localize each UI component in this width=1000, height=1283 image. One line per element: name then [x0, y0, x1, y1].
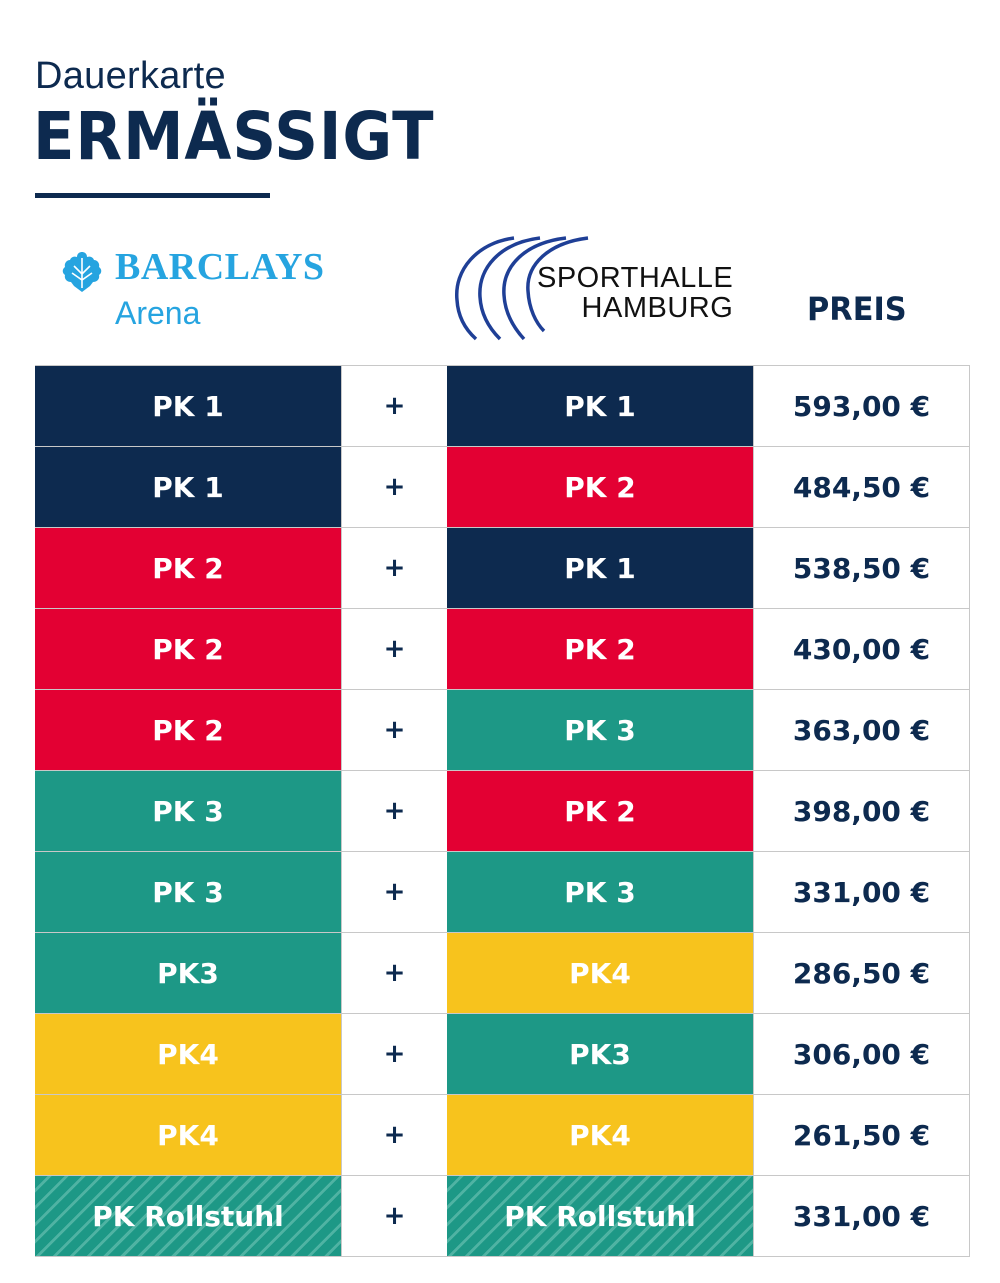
plus-sign: + [341, 690, 447, 770]
arena-category-cell: PK 3 [35, 852, 341, 932]
price-cell: 363,00 € [753, 690, 969, 770]
table-row: PK 3 + PK 2 398,00 € [35, 771, 969, 852]
table-row: PK 3 + PK 3 331,00 € [35, 852, 969, 933]
sporthalle-arcs-icon [455, 236, 589, 341]
price-cell: 331,00 € [753, 852, 969, 932]
barclays-eagle-icon [62, 252, 102, 292]
table-row: PK 2 + PK 1 538,50 € [35, 528, 969, 609]
plus-sign: + [341, 366, 447, 446]
price-cell: 261,50 € [753, 1095, 969, 1175]
sporthalle-category-cell: PK 1 [447, 528, 753, 608]
sporthalle-line2: HAMBURG [581, 292, 734, 324]
sporthalle-category-cell: PK 2 [447, 609, 753, 689]
arena-category-cell: PK3 [35, 933, 341, 1013]
table-row: PK4 + PK3 306,00 € [35, 1014, 969, 1095]
table-row: PK 1 + PK 2 484,50 € [35, 447, 969, 528]
sporthalle-category-cell: PK 2 [447, 447, 753, 527]
price-cell: 306,00 € [753, 1014, 969, 1094]
arena-category-cell: PK Rollstuhl [35, 1176, 341, 1256]
price-cell: 484,50 € [753, 447, 969, 527]
table-row: PK 2 + PK 3 363,00 € [35, 690, 969, 771]
price-cell: 593,00 € [753, 366, 969, 446]
price-cell: 430,00 € [753, 609, 969, 689]
sporthalle-hamburg-logo: SPORTHALLE HAMBURG [452, 235, 752, 345]
sporthalle-category-cell: PK 3 [447, 852, 753, 932]
sporthalle-category-cell: PK 3 [447, 690, 753, 770]
table-row: PK4 + PK4 261,50 € [35, 1095, 969, 1176]
arena-category-cell: PK 2 [35, 528, 341, 608]
price-column-header: PREIS [807, 290, 907, 328]
page-title-small: Dauerkarte [35, 55, 226, 97]
sporthalle-category-cell: PK3 [447, 1014, 753, 1094]
plus-sign: + [341, 609, 447, 689]
plus-sign: + [341, 1095, 447, 1175]
price-table: PK 1 + PK 1 593,00 € PK 1 + PK 2 484,50 € PK 2 + P… [35, 365, 970, 1257]
sporthalle-category-cell: PK4 [447, 933, 753, 1013]
sporthalle-category-cell: PK 1 [447, 366, 753, 446]
title-divider [35, 193, 270, 198]
table-row: PK3 + PK4 286,50 € [35, 933, 969, 1014]
plus-sign: + [341, 933, 447, 1013]
barclays-arena-label: Arena [115, 295, 201, 331]
plus-sign: + [341, 1014, 447, 1094]
table-row: PK 2 + PK 2 430,00 € [35, 609, 969, 690]
arena-category-cell: PK 3 [35, 771, 341, 851]
price-cell: 286,50 € [753, 933, 969, 1013]
plus-sign: + [341, 852, 447, 932]
barclays-arena-logo: BARCLAYS Arena [60, 245, 324, 340]
sporthalle-category-cell: PK 2 [447, 771, 753, 851]
arena-category-cell: PK4 [35, 1014, 341, 1094]
sporthalle-line1: SPORTHALLE [537, 262, 734, 294]
plus-sign: + [341, 1176, 447, 1256]
arena-category-cell: PK4 [35, 1095, 341, 1175]
arena-category-cell: PK 2 [35, 690, 341, 770]
sporthalle-wordmark: SPORTHALLE HAMBURG [537, 263, 733, 323]
plus-sign: + [341, 528, 447, 608]
arena-category-cell: PK 1 [35, 447, 341, 527]
plus-sign: + [341, 447, 447, 527]
price-cell: 398,00 € [753, 771, 969, 851]
barclays-wordmark: BARCLAYS [115, 246, 325, 288]
plus-sign: + [341, 771, 447, 851]
price-cell: 538,50 € [753, 528, 969, 608]
sporthalle-category-cell: PK Rollstuhl [447, 1176, 753, 1256]
sporthalle-category-cell: PK4 [447, 1095, 753, 1175]
price-cell: 331,00 € [753, 1176, 969, 1256]
arena-category-cell: PK 1 [35, 366, 341, 446]
table-row: PK 1 + PK 1 593,00 € [35, 366, 969, 447]
arena-category-cell: PK 2 [35, 609, 341, 689]
page-title: ERMÄSSIGT [33, 98, 435, 175]
table-row: PK Rollstuhl + PK Rollstuhl 331,00 € [35, 1176, 969, 1257]
